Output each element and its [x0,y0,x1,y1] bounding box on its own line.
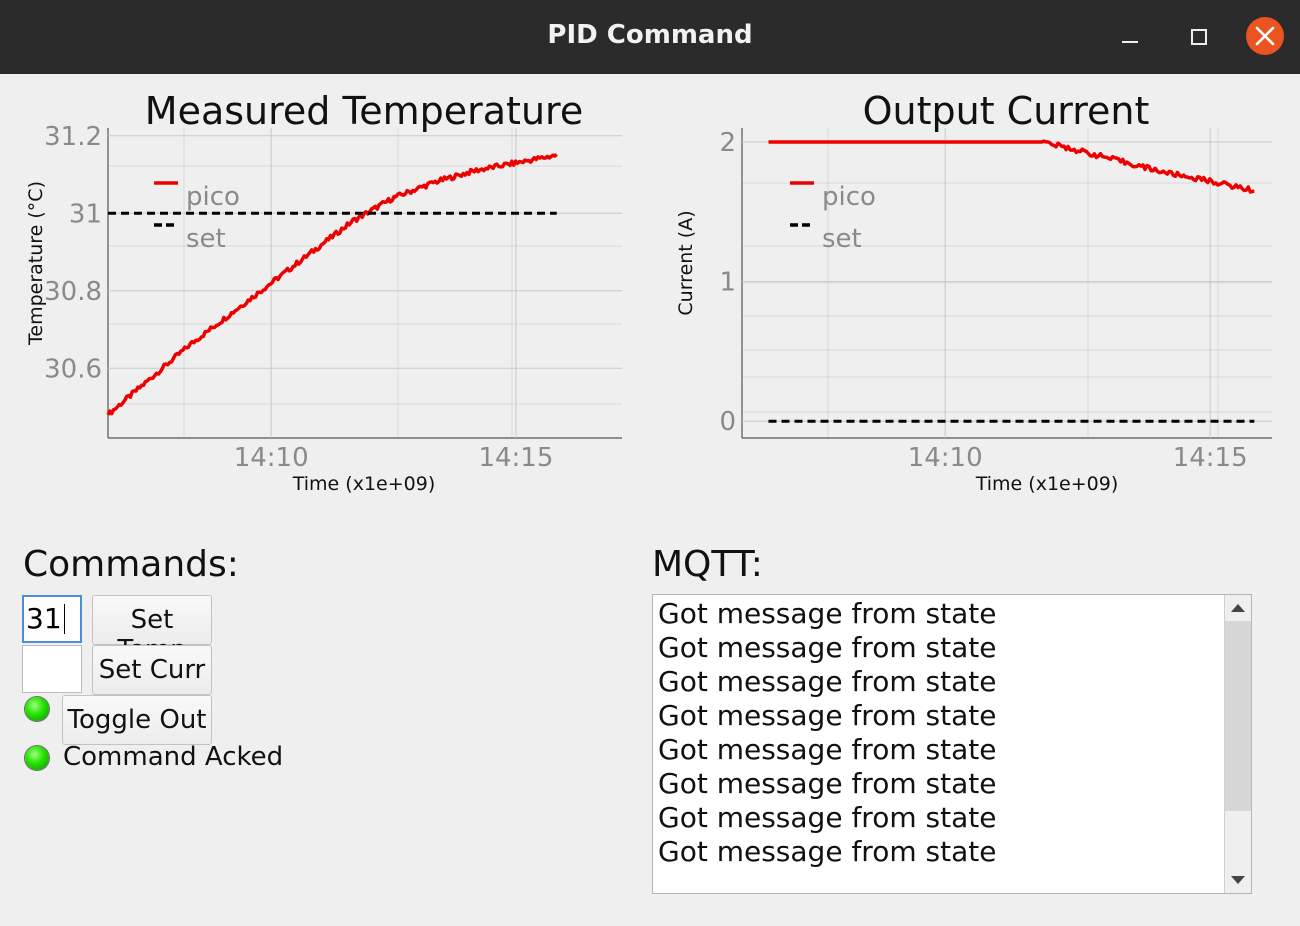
series-pico-line [106,153,558,416]
temperature-input[interactable]: 31 [22,595,82,643]
mqtt-log-line: Got message from state [658,835,997,868]
command-acked-led [25,746,49,770]
curr-chart-title: Output Current [863,89,1150,133]
y-tick-label: 30.8 [44,277,102,307]
temperature-chart: 30.6 30.8 31 31.2 14:10 14:15 Measured Tempera… [25,89,622,495]
y-axis-label: Temperature (°C) [25,181,47,346]
commands-label: Commands: [23,544,239,585]
y-tick-label: 0 [719,407,736,437]
text-caret [63,604,65,634]
legend-label-set: set [186,224,226,254]
scroll-down-icon[interactable] [1231,875,1245,885]
x-axis-label: Time (x1e+09) [292,473,435,495]
mqtt-log-line: Got message from state [658,733,997,766]
command-acked-label: Command Acked [63,742,284,772]
chart-legend: pico set [790,181,876,254]
mqtt-scrollbar[interactable] [1224,595,1251,893]
current-chart: 0 1 2 14:10 14:15 Output Current Time (x1e+09)… [675,89,1272,495]
temperature-input-value: 31 [26,602,62,635]
mqtt-log-line: Got message from state [658,767,997,800]
x-tick-label: 14:10 [908,443,983,473]
scrollbar-thumb[interactable] [1225,621,1251,811]
legend-label-set: set [822,224,862,254]
current-input[interactable] [22,645,82,693]
x-axis-label: Time (x1e+09) [975,473,1118,495]
close-icon[interactable] [1246,17,1284,55]
scroll-up-icon[interactable] [1231,603,1245,613]
window-title: PID Command [547,20,753,50]
series-pico-line [768,139,1255,194]
y-axis-label: Current (A) [675,210,697,315]
mqtt-log-line: Got message from state [658,665,997,698]
set-temp-button[interactable]: Set Temp [92,595,212,665]
mqtt-log-line: Got message from state [658,699,997,732]
chart-legend: pico set [154,181,240,254]
mqtt-log[interactable]: Got message from state Got message from s… [652,594,1252,894]
x-tick-label: 14:15 [478,443,553,473]
temp-chart-title: Measured Temperature [145,89,583,133]
set-curr-button[interactable]: Set Curr [92,645,212,695]
y-tick-label: 30.6 [44,354,102,384]
legend-label-pico: pico [822,182,876,212]
mqtt-log-line: Got message from state [658,631,997,664]
mqtt-log-line: Got message from state [658,801,997,834]
mqtt-log-line: Got message from state [658,597,997,630]
chart-grid [742,128,1272,438]
x-tick-label: 14:10 [234,443,309,473]
legend-label-pico: pico [186,182,240,212]
y-tick-label: 31.2 [44,122,102,152]
toggle-out-button[interactable]: Toggle Out [62,695,212,745]
mqtt-label: MQTT: [652,544,763,585]
x-tick-label: 14:15 [1173,443,1248,473]
y-tick-label: 31 [69,199,102,229]
output-status-led [25,697,49,721]
minimize-icon[interactable] [1110,18,1150,58]
mqtt-log-lines: Got message from state Got message from s… [658,597,996,869]
y-tick-label: 1 [719,268,736,298]
y-tick-label: 2 [719,128,736,158]
maximize-icon[interactable] [1178,18,1218,58]
chart-grid [108,128,622,438]
window-titlebar: PID Command [0,0,1300,74]
